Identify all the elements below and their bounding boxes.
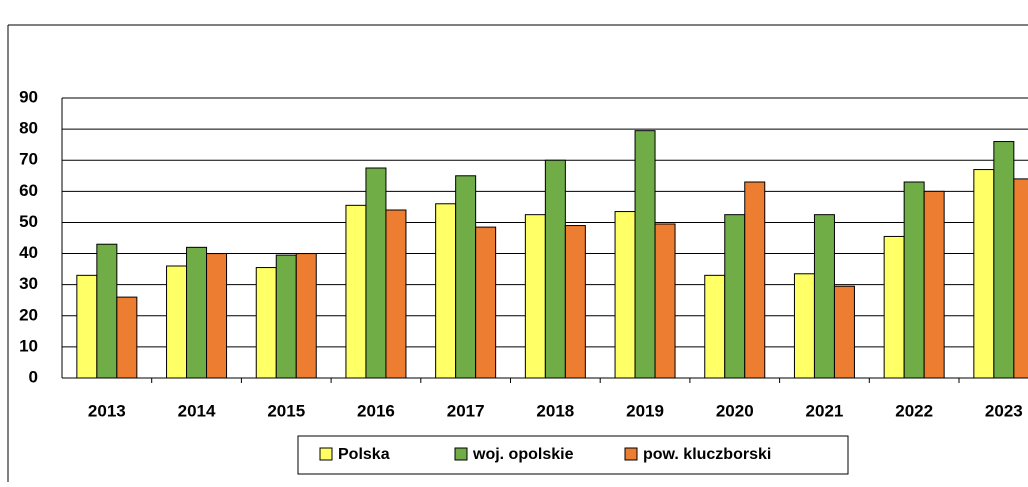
bar [385, 209, 407, 379]
bar [833, 285, 855, 379]
bar [883, 235, 905, 379]
bar [295, 253, 317, 379]
y-tick-label: 90 [19, 87, 38, 106]
x-tick-label: 2022 [895, 401, 933, 420]
bar [475, 226, 497, 379]
bar [654, 223, 676, 379]
x-tick-label: 2018 [536, 401, 574, 420]
bar [903, 181, 925, 379]
y-tick-label: 0 [29, 367, 38, 386]
bar [166, 265, 188, 379]
legend-swatch [454, 447, 468, 461]
bar [96, 243, 118, 379]
y-tick-label: 30 [19, 274, 38, 293]
y-tick-label: 50 [19, 212, 38, 231]
legend-box [297, 435, 849, 475]
bar [634, 130, 656, 379]
y-tick-label: 20 [19, 305, 38, 324]
bar [524, 214, 546, 379]
legend-swatch [624, 447, 638, 461]
bar [275, 254, 297, 379]
y-tick-label: 60 [19, 181, 38, 200]
bar [993, 141, 1015, 379]
y-tick-label: 70 [19, 150, 38, 169]
bar [435, 203, 457, 379]
bar [255, 267, 277, 379]
bar [455, 175, 477, 379]
bar [345, 204, 367, 379]
x-tick-label: 2017 [447, 401, 485, 420]
x-tick-label: 2014 [178, 401, 216, 420]
bar [206, 253, 228, 379]
x-tick-label: 2021 [806, 401, 844, 420]
x-tick-label: 2019 [626, 401, 664, 420]
bar [793, 273, 815, 379]
legend-label: pow. kluczborski [643, 446, 771, 463]
bar [973, 169, 995, 379]
y-tick-label: 80 [19, 119, 38, 138]
legend-label: Polska [338, 446, 390, 463]
bar [614, 211, 636, 379]
legend-label: woj. opolskie [472, 446, 574, 463]
y-tick-label: 10 [19, 336, 38, 355]
x-tick-label: 2020 [716, 401, 754, 420]
x-tick-label: 2013 [88, 401, 126, 420]
bar [564, 225, 586, 379]
x-tick-label: 2023 [985, 401, 1023, 420]
bar [1013, 178, 1028, 379]
bar [544, 159, 566, 379]
bar [744, 181, 766, 379]
y-tick-label: 40 [19, 243, 38, 262]
bar [186, 246, 208, 379]
bar [76, 274, 98, 379]
x-tick-label: 2015 [267, 401, 305, 420]
legend-swatch [319, 447, 333, 461]
x-tick-label: 2016 [357, 401, 395, 420]
bar [704, 274, 726, 379]
bar [116, 296, 138, 379]
bar [724, 214, 746, 379]
bar [365, 167, 387, 379]
bar [923, 190, 945, 379]
bar [813, 214, 835, 379]
